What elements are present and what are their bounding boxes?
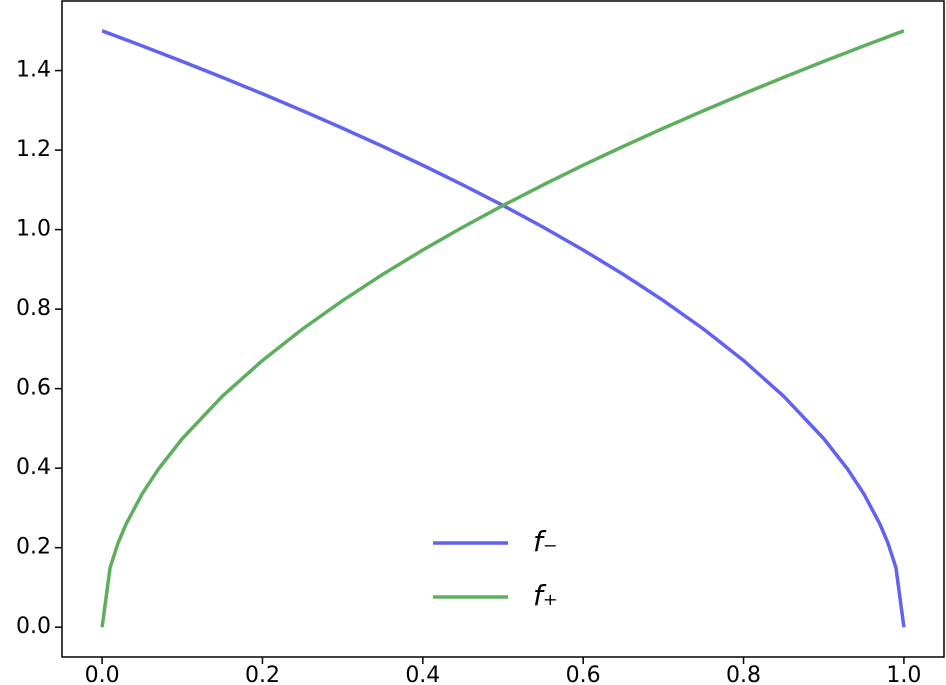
x-tick-label: 0.4 [405,663,440,685]
series-line [101,29,906,628]
y-tick-label: 0.8 [16,296,51,321]
plot-frame [61,0,945,658]
y-tick-label: 1.4 [16,58,51,83]
x-tick-label: 1.0 [886,663,921,685]
x-tick-label: 0.0 [85,663,120,685]
series-line [100,29,905,628]
y-tick-label: 0.0 [16,614,51,639]
x-tick-label: 0.2 [245,663,280,685]
legend-label: f₊ [533,579,558,612]
y-tick-label: 0.2 [16,535,51,560]
y-tick-label: 1.2 [16,137,51,162]
legend-label: f₋ [533,525,558,558]
y-tick-label: 1.0 [16,217,51,242]
x-tick-label: 0.8 [726,663,761,685]
y-tick-label: 0.6 [16,376,51,401]
y-tick-label: 0.4 [16,455,51,480]
x-tick-label: 0.6 [566,663,601,685]
